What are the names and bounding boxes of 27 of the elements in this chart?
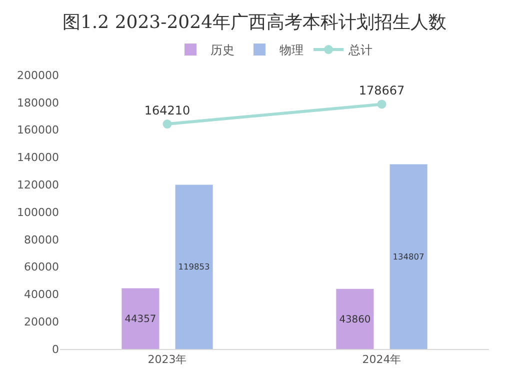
y-tick-label: 160000 (17, 124, 59, 137)
legend-label: 总计 (348, 43, 372, 58)
bar (336, 288, 374, 349)
y-tick-label: 80000 (24, 233, 59, 246)
bar (390, 164, 428, 349)
chart-title: 图1.2 2023-2024年广西高考本科计划招生人数 (62, 12, 447, 33)
data-label: 134807 (392, 251, 424, 262)
data-label: 44357 (124, 314, 156, 325)
data-label: 178667 (358, 84, 405, 98)
y-tick-label: 100000 (17, 206, 59, 219)
data-label: 164210 (144, 103, 190, 118)
data-label: 119853 (178, 262, 210, 272)
legend-label: 物理 (280, 43, 304, 58)
y-tick-label: 200000 (17, 68, 59, 82)
y-tick-label: 180000 (17, 96, 59, 110)
y-tick-label: 20000 (24, 315, 59, 328)
y-tick-label: 60000 (24, 260, 59, 274)
y-tick-label: 40000 (24, 288, 59, 302)
data-label: 43860 (339, 314, 371, 326)
x-tick-label: 2023年 (148, 353, 187, 366)
legend-label: 历史 (210, 43, 234, 58)
bar (175, 184, 213, 349)
bar (122, 288, 160, 349)
y-tick-label: 0 (52, 342, 59, 356)
x-tick-label: 2024年 (362, 353, 402, 366)
y-tick-label: 120000 (17, 178, 59, 192)
y-tick-label: 140000 (17, 151, 59, 164)
